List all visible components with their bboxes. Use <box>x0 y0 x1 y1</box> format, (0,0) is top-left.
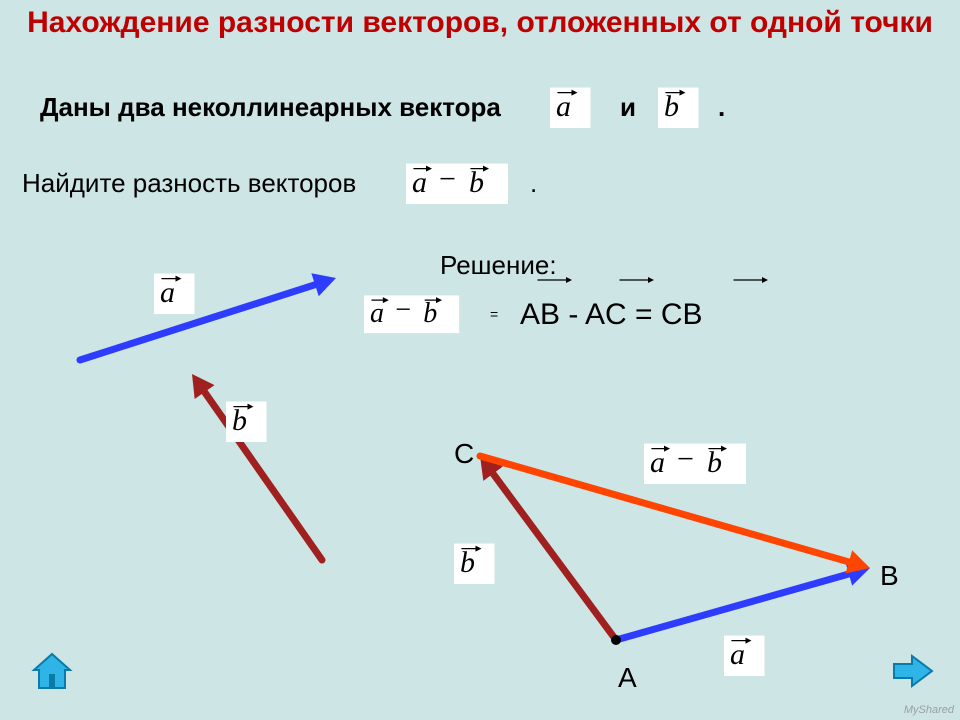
home-button[interactable] <box>30 650 74 692</box>
watermark: MyShared <box>904 704 954 716</box>
svg-text:−: − <box>439 162 456 195</box>
svg-text:b: b <box>707 446 722 479</box>
svg-text:b: b <box>232 404 247 437</box>
svg-text:−: − <box>677 442 694 475</box>
svg-text:b: b <box>460 546 475 579</box>
svg-text:a: a <box>412 166 427 199</box>
diagram-canvas: aba−ba−bababa−b <box>0 0 960 720</box>
svg-text:b: b <box>664 90 679 123</box>
svg-text:−: − <box>395 295 411 326</box>
svg-text:a: a <box>730 638 745 671</box>
svg-text:b: b <box>469 166 484 199</box>
svg-text:a: a <box>556 90 571 123</box>
svg-text:a: a <box>650 446 665 479</box>
slide: Нахождение разности векторов, отложенных… <box>0 0 960 720</box>
svg-text:a: a <box>160 276 175 309</box>
next-button[interactable] <box>890 650 934 692</box>
svg-text:b: b <box>423 298 437 329</box>
svg-text:a: a <box>370 298 384 329</box>
